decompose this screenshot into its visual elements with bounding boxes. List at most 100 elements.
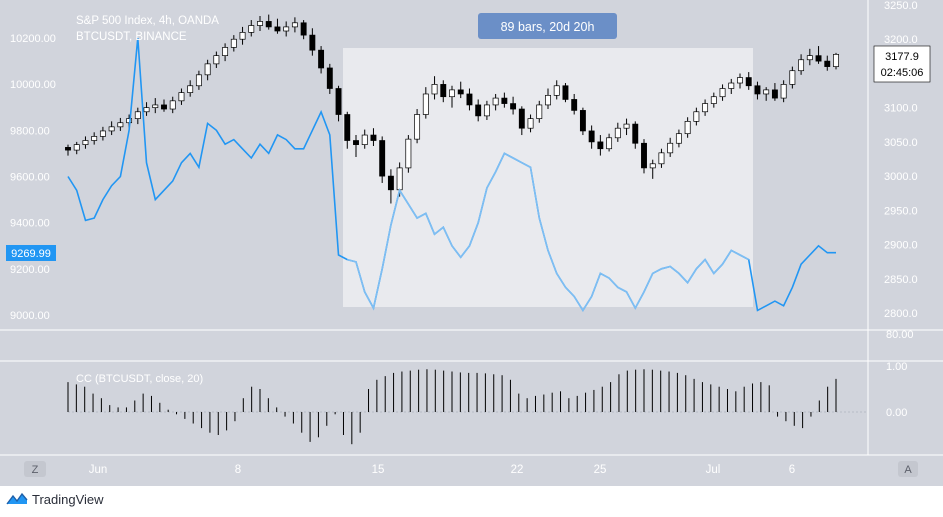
candle [649,159,656,179]
candle [169,96,176,114]
candle [283,21,290,37]
candle [370,128,377,146]
time-axis-tick: 25 [594,464,607,476]
spx-last-price: 3177.9 [885,51,919,63]
candle [658,148,665,168]
symbol-title[interactable]: S&P 500 Index, 4h, OANDA [76,15,219,27]
right-axis-tick: 3200.0 [884,34,918,46]
candle [562,83,569,103]
time-axis-tick: 22 [511,464,524,476]
time-axis-tick: Jul [706,464,721,476]
left-axis-tick: 9600.00 [10,172,50,184]
candle [527,114,534,133]
overlay-title[interactable]: BTCUSDT, BINANCE [76,31,187,43]
indicator-tick-80: 80.00 [886,329,914,341]
candle [82,136,89,149]
candle [143,102,150,116]
left-price-axis[interactable]: 10200.00 10000.00 9800.00 9600.00 9400.00 920… [10,33,56,322]
left-axis-tick: 9400.00 [10,218,50,230]
auto-scale-button[interactable] [898,461,918,477]
candle [789,66,796,89]
auto-scale-button-label[interactable]: A [904,464,912,476]
candle [361,129,368,149]
candle [431,76,438,100]
tradingview-brand[interactable]: TradingView [6,489,104,509]
candle [553,80,560,100]
candle [763,87,770,101]
candle [710,92,717,108]
candle [737,73,743,89]
range-badge: 89 bars, 20d 20h [478,13,617,39]
candle [806,48,813,66]
candle [379,136,386,183]
bar-countdown: 02:45:06 [881,67,924,79]
candle [518,106,525,136]
candle [545,88,551,110]
time-axis[interactable]: Jun 8 15 22 25 Jul 6 [89,464,795,476]
right-axis-tick: 3050.0 [884,137,918,149]
range-badge-label: 89 bars, 20d 20h [501,20,595,34]
scroll-left-button[interactable] [24,461,46,477]
candle [178,88,185,105]
candle [195,70,202,90]
btc-current-price-label: 9269.99 [11,248,51,260]
candle [422,87,429,119]
candle [719,84,726,101]
tradingview-logo-icon [6,492,28,505]
candle [780,80,787,103]
candle [257,15,263,32]
right-axis-tick: 3250.0 [884,0,918,12]
candle [693,107,700,126]
candle [204,59,211,81]
candle [353,135,359,157]
candle [728,78,735,94]
candle [387,169,394,204]
candle [771,83,778,101]
cc-indicator-bars [67,369,837,445]
candle [326,63,333,94]
candle [99,126,106,141]
candle [632,121,639,149]
candle [588,125,595,149]
selected-range-area[interactable] [343,48,753,307]
right-axis-tick: 2950.0 [884,205,918,217]
left-axis-tick: 10000.00 [10,79,56,91]
candle [152,98,159,114]
candle [745,72,752,90]
candle [641,139,647,174]
candle [754,81,761,100]
candle [248,20,255,37]
candle [824,55,831,71]
candle [440,80,447,103]
candle [414,109,421,144]
candle [318,46,325,74]
candlestick-series [65,14,839,204]
candle [623,118,630,136]
candle [606,133,613,152]
right-axis-tick: 2850.0 [884,274,918,286]
candle [265,14,272,30]
candle [667,137,674,157]
candle [73,141,80,155]
time-axis-tick: Jun [89,464,108,476]
candle [134,107,141,125]
right-price-axis[interactable]: 3250.0 3200.0 3100.0 3050.0 3000.0 2950.0 2900… [884,0,918,320]
right-axis-tick: 3100.0 [884,103,918,115]
candle [510,96,517,115]
candle [702,99,709,116]
indicator-tick-0: 0.00 [886,407,907,419]
candle [501,92,508,108]
candle [300,20,307,40]
time-axis-tick: 8 [235,464,241,476]
candle [815,46,822,64]
indicator-label[interactable]: CC (BTCUSDT, close, 20) [76,373,203,385]
candle [344,111,351,149]
candle [798,54,805,75]
right-axis-tick: 2800.0 [884,308,918,320]
scroll-left-button-label[interactable]: Z [32,464,39,476]
candle [222,43,229,62]
candle [466,88,473,111]
candle [291,17,298,33]
